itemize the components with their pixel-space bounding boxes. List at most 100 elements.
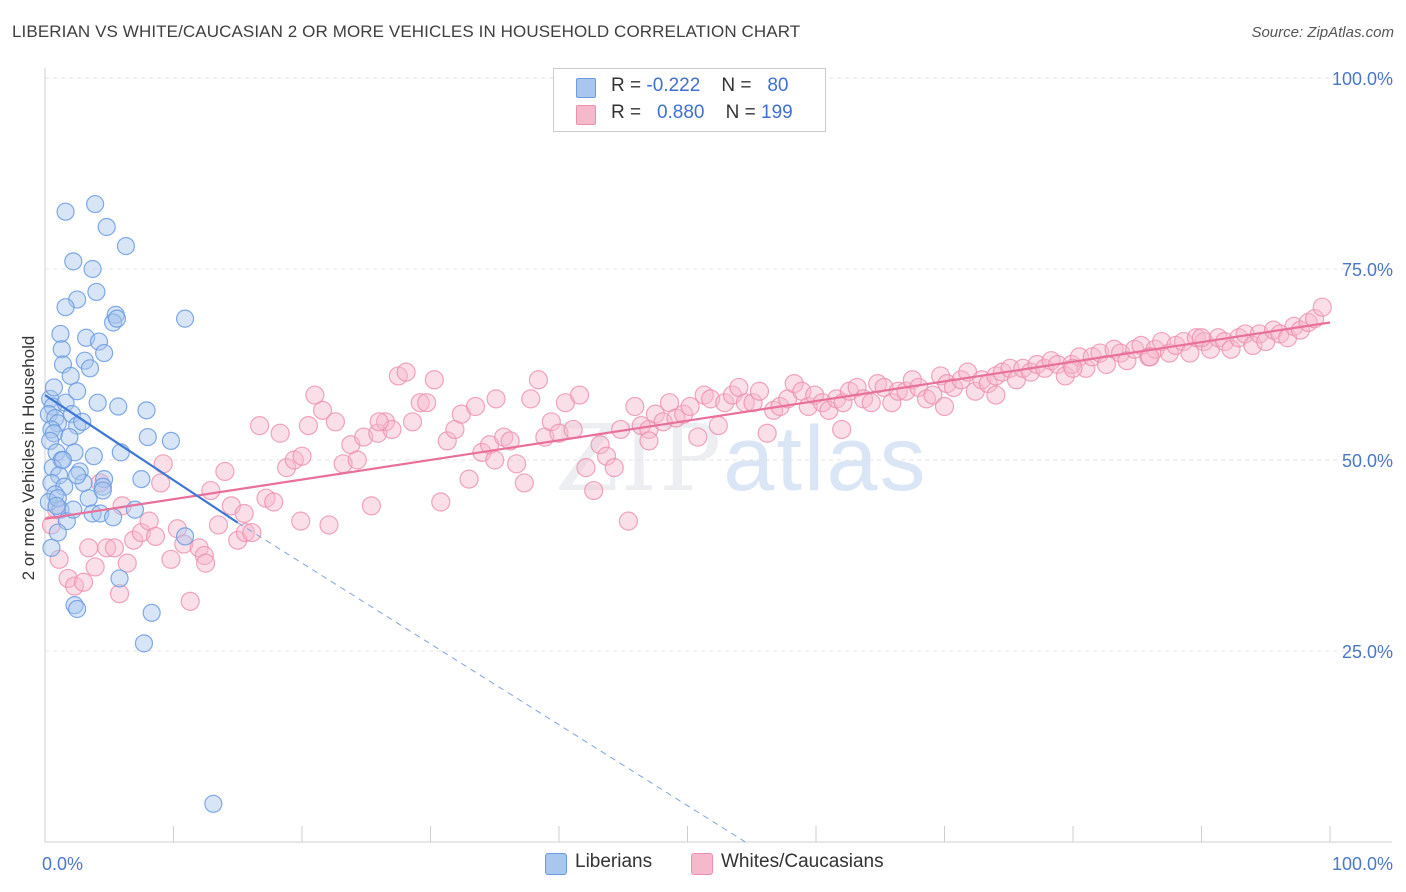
point-liberians: [43, 458, 62, 477]
point-whites: [986, 385, 1006, 405]
point-whites: [292, 446, 312, 466]
point-liberians: [132, 470, 151, 489]
point-whites: [208, 515, 229, 535]
point-whites: [514, 473, 534, 493]
chart-title: LIBERIAN VS WHITE/CAUCASIAN 2 OR MORE VE…: [12, 22, 801, 41]
point-whites: [109, 584, 130, 604]
legend-text: R = -0.222 N = 80: [611, 75, 788, 97]
legend-label-liberians: Liberians: [575, 851, 653, 872]
point-liberians: [60, 427, 79, 447]
point-liberians: [86, 194, 105, 214]
point-whites: [749, 381, 770, 401]
point-liberians: [84, 447, 103, 466]
point-whites: [97, 538, 117, 558]
legend-label-whites: Whites/Caucasians: [721, 851, 884, 872]
point-whites: [590, 435, 610, 455]
point-whites: [506, 454, 527, 474]
point-whites: [832, 419, 852, 440]
axes: [44, 68, 1392, 843]
point-liberians: [116, 236, 136, 256]
point-whites: [715, 393, 735, 413]
point-whites: [161, 549, 181, 569]
stats-legend: R = -0.222 N = 80 R = 0.880 N = 199: [553, 68, 826, 132]
point-whites: [618, 511, 638, 531]
point-whites: [486, 389, 506, 409]
series-liberians-points: [39, 194, 223, 813]
point-whites: [653, 412, 673, 432]
point-liberians: [87, 282, 106, 302]
point-whites: [196, 553, 216, 573]
point-whites: [347, 450, 367, 470]
point-whites: [584, 480, 604, 501]
trend-line-liberians-extension: [237, 522, 746, 843]
point-whites: [943, 377, 964, 398]
point-whites: [151, 473, 171, 493]
point-whites: [369, 412, 389, 432]
point-liberians: [137, 401, 156, 420]
watermark: ZIPatlas: [555, 405, 928, 512]
trend-lines: [44, 321, 1331, 843]
point-liberians: [61, 366, 80, 386]
point-whites: [410, 393, 430, 413]
point-whites: [291, 511, 311, 531]
point-whites: [312, 400, 333, 420]
point-whites: [431, 492, 451, 512]
point-liberians: [68, 382, 87, 401]
chart-source: Source: ZipAtlas.com: [1251, 24, 1394, 41]
legend-r-label: R =: [611, 102, 642, 123]
point-liberians: [44, 378, 64, 397]
point-liberians: [41, 431, 60, 450]
point-whites: [1096, 354, 1117, 375]
legend-r-label: R =: [611, 75, 642, 96]
point-liberians: [204, 794, 223, 813]
y-tick-label: 50.0%: [1342, 451, 1393, 471]
point-whites: [417, 393, 437, 413]
point-liberians: [50, 466, 69, 485]
point-whites: [424, 370, 444, 390]
point-whites: [361, 496, 381, 516]
y-tick-label: 75.0%: [1342, 260, 1393, 280]
point-whites: [528, 370, 549, 390]
point-whites: [174, 534, 194, 554]
point-liberians: [175, 527, 195, 546]
point-liberians: [56, 202, 75, 221]
point-whites: [1221, 339, 1241, 359]
point-liberians: [138, 427, 157, 447]
point-liberians: [68, 466, 87, 485]
point-liberians: [47, 496, 66, 515]
point-liberians: [109, 397, 128, 416]
point-liberians: [107, 309, 127, 328]
point-whites: [708, 416, 728, 436]
legend-n-value: 199: [761, 102, 793, 123]
legend-n-value: 80: [767, 75, 789, 96]
point-whites: [235, 522, 256, 543]
point-whites: [242, 522, 262, 543]
grid-lines: [45, 77, 1392, 652]
point-whites: [674, 404, 694, 424]
point-whites: [882, 393, 902, 413]
x-tick-label: 0.0%: [42, 854, 83, 874]
point-liberians: [104, 508, 123, 527]
point-liberians: [52, 340, 71, 359]
point-liberians: [53, 450, 73, 470]
legend-swatch-pink: [576, 105, 596, 125]
point-whites: [375, 412, 396, 432]
point-liberians: [64, 252, 83, 271]
point-whites: [757, 423, 777, 443]
point-whites: [325, 412, 346, 432]
point-whites: [131, 522, 151, 543]
point-whites: [85, 557, 105, 577]
y-tick-label: 25.0%: [1342, 642, 1393, 662]
point-liberians: [93, 477, 112, 496]
point-liberians: [68, 599, 87, 619]
point-whites: [1152, 331, 1172, 352]
tick-labels: 100.0% 75.0% 50.0% 25.0% 0.0% 100.0%: [42, 69, 1393, 874]
point-whites: [117, 553, 137, 573]
point-whites: [549, 423, 569, 443]
point-whites: [319, 515, 339, 535]
legend-swatch-pink: [691, 853, 713, 875]
point-whites: [437, 431, 457, 451]
legend-n-label: N =: [721, 75, 752, 96]
legend-swatch-blue: [545, 853, 567, 875]
